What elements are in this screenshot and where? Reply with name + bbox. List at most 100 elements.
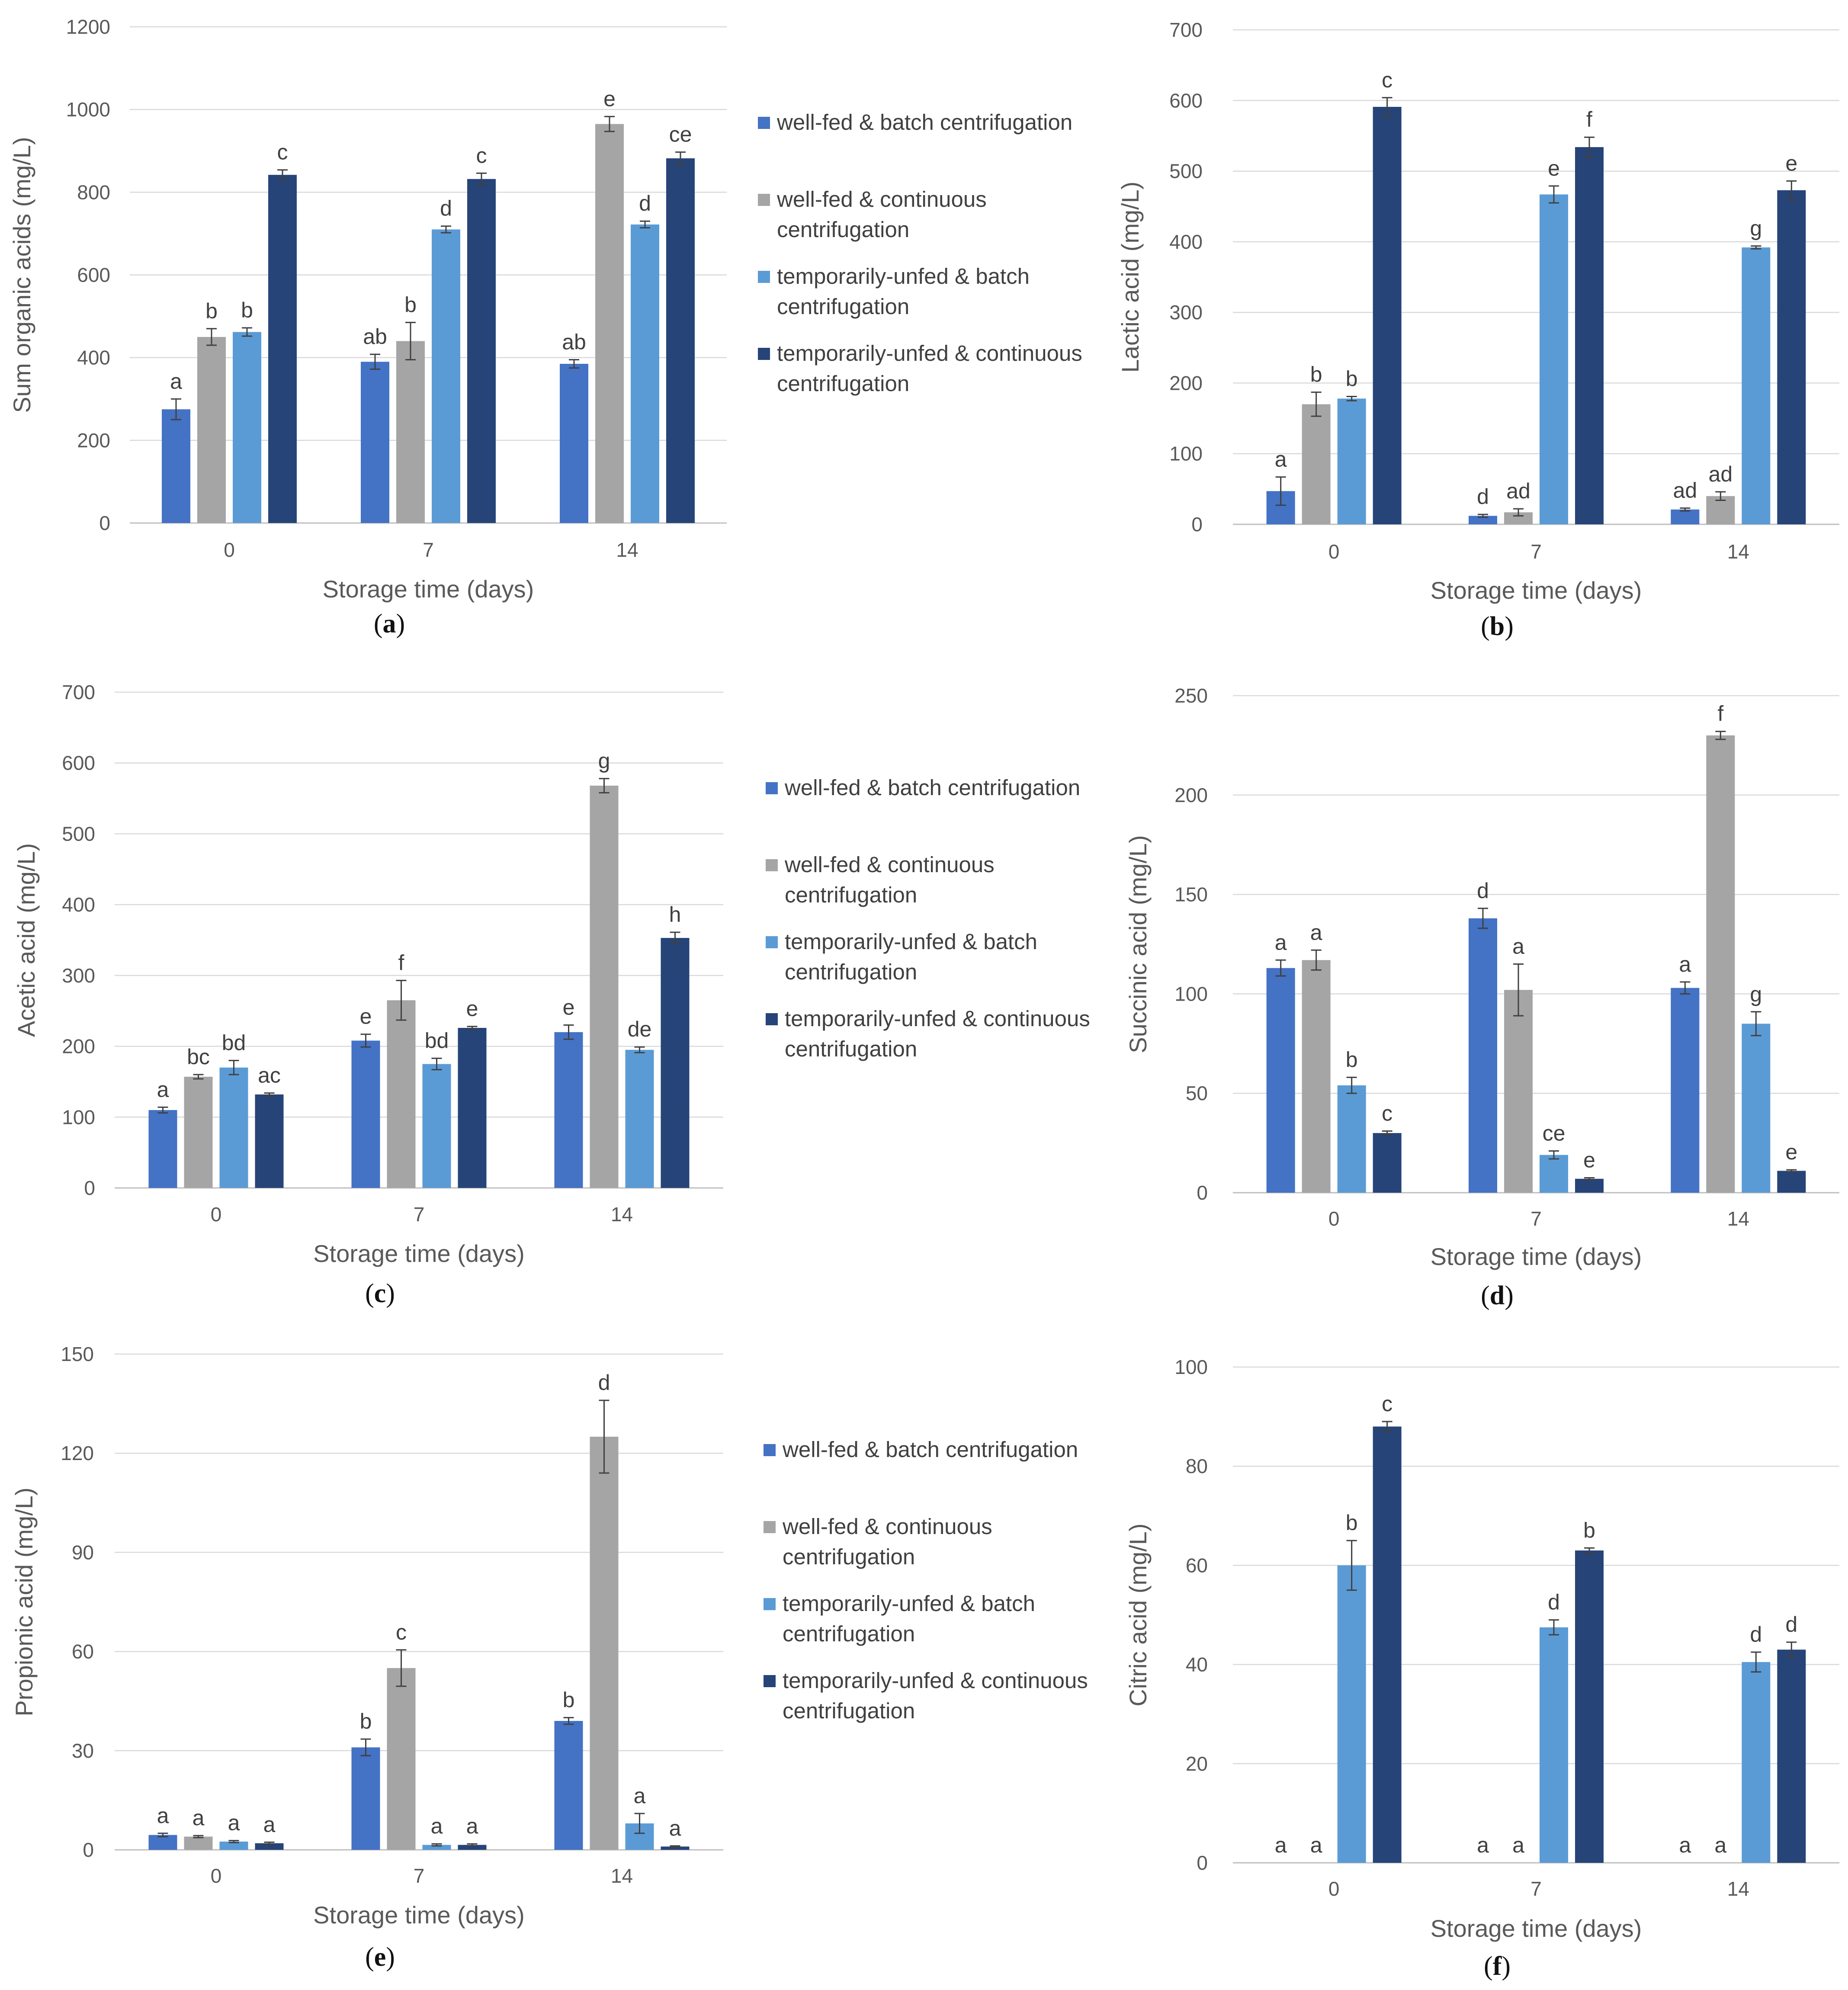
significance-letter: a [1714, 1833, 1726, 1857]
legend-2: well-fed & batch centrifugation well-fed … [764, 1437, 1088, 1723]
panel-paren-close: ) [1505, 1281, 1514, 1310]
bar [1302, 404, 1331, 524]
legend-label-line2: centrifugation [785, 960, 917, 984]
y-tick-label: 100 [1174, 982, 1208, 1005]
y-tick-label: 600 [62, 752, 95, 774]
significance-letter: b [1583, 1518, 1595, 1542]
legend-swatch [758, 194, 770, 206]
bar [1575, 1550, 1604, 1863]
bar [1337, 398, 1366, 524]
y-tick-label: 150 [1174, 883, 1208, 906]
legend-swatch [764, 1521, 776, 1533]
bar [595, 124, 624, 523]
y-tick-label: 1000 [66, 98, 110, 121]
bar [1742, 1662, 1771, 1863]
significance-letter: a [228, 1811, 240, 1835]
bar [148, 1835, 177, 1850]
significance-letter: ad [1673, 478, 1697, 502]
y-tick-label: 40 [1186, 1653, 1208, 1676]
bar [1469, 918, 1497, 1193]
x-tick-label: 7 [414, 1865, 425, 1887]
panel-letter: d [1490, 1281, 1505, 1310]
bar [458, 1028, 487, 1188]
y-tick-label: 200 [1169, 372, 1203, 394]
y-tick-label: 200 [1174, 784, 1208, 806]
significance-letter: b [1346, 1047, 1358, 1072]
significance-letter: c [1382, 1392, 1392, 1416]
bar [361, 362, 389, 523]
bar [560, 364, 588, 523]
y-tick-label: 400 [1169, 231, 1203, 253]
legend-0: well-fed & batch centrifugation well-fed … [758, 110, 1082, 396]
panel-label: (d) [1481, 1281, 1514, 1310]
panel-label: (f) [1484, 1951, 1511, 1981]
y-tick-label: 90 [72, 1541, 94, 1563]
y-axis-label: Citric acid (mg/L) [1124, 1523, 1152, 1706]
significance-letter: b [1346, 366, 1358, 391]
significance-letter: h [669, 902, 681, 927]
y-tick-label: 300 [62, 964, 95, 987]
legend-label-line2: centrifugation [785, 1037, 917, 1061]
panel-letter: e [374, 1942, 386, 1972]
legend-swatch [764, 1444, 776, 1456]
legend-swatch [758, 348, 770, 360]
significance-letter: f [398, 950, 404, 975]
significance-letter: c [476, 143, 487, 167]
significance-letter: g [598, 749, 610, 773]
bar [661, 938, 690, 1188]
significance-letter: ab [363, 324, 387, 349]
x-tick-label: 0 [1328, 1878, 1340, 1900]
significance-letter: ad [1709, 462, 1733, 486]
x-tick-label: 14 [616, 539, 638, 561]
legend-label-line2: centrifugation [777, 294, 909, 319]
panel-paren-open: ( [365, 1279, 374, 1308]
y-axis-label: Succinic acid (mg/L) [1124, 835, 1152, 1053]
y-tick-label: 800 [77, 181, 110, 203]
y-tick-label: 0 [1191, 513, 1203, 536]
y-axis-label: Sum organic acids (mg/L) [8, 137, 35, 413]
y-axis-label: Lactic acid (mg/L) [1116, 182, 1144, 373]
panel-paren-open: ( [1481, 612, 1490, 641]
significance-letter: d [1785, 1612, 1797, 1637]
y-tick-label: 700 [62, 681, 95, 703]
significance-letter: g [1750, 982, 1762, 1006]
bar [631, 224, 659, 523]
significance-letter: ac [258, 1063, 281, 1088]
bar [661, 1846, 690, 1850]
significance-letter: e [1548, 156, 1560, 180]
panel-paren-open: ( [1484, 1951, 1493, 1981]
significance-letter: d [639, 191, 651, 215]
legend-swatch [764, 1598, 776, 1610]
significance-letter: bd [425, 1028, 449, 1053]
bar [1706, 735, 1735, 1193]
bar [219, 1841, 248, 1850]
significance-letter: a [1275, 1833, 1287, 1857]
y-tick-label: 20 [1186, 1752, 1208, 1775]
y-tick-label: 500 [62, 822, 95, 845]
significance-letter: c [1382, 68, 1392, 92]
bar [1742, 1024, 1771, 1193]
legend-label-line2: centrifugation [783, 1698, 915, 1723]
significance-letter: de [628, 1017, 652, 1041]
bar [432, 229, 460, 523]
bar [1671, 988, 1700, 1193]
x-tick-label: 7 [1530, 1878, 1542, 1900]
legend-label: temporarily-unfed & continuous [785, 1006, 1090, 1031]
significance-letter: d [440, 196, 452, 221]
bar [148, 1110, 177, 1188]
bar [1337, 1085, 1366, 1193]
bar [1373, 106, 1402, 524]
x-axis-label: Storage time (days) [313, 1901, 525, 1929]
bar [554, 1032, 583, 1188]
significance-letter: b [563, 1688, 575, 1712]
significance-letter: a [157, 1077, 169, 1101]
bar [467, 179, 496, 523]
significance-letter: b [360, 1709, 372, 1733]
significance-letter: bd [222, 1030, 246, 1055]
x-tick-label: 7 [1530, 1207, 1542, 1230]
bar [1540, 1627, 1568, 1863]
panel-paren-close: ) [386, 1942, 395, 1972]
significance-letter: f [1717, 702, 1723, 726]
